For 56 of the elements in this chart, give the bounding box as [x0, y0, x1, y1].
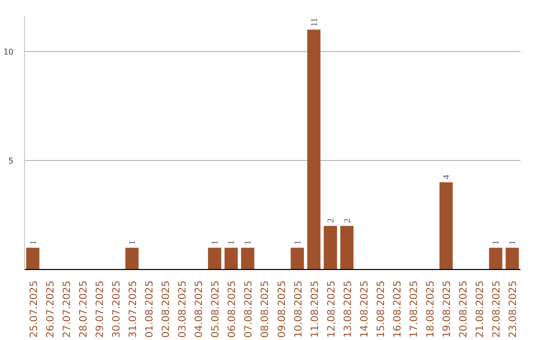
bar: [241, 248, 254, 270]
x-tick-label: 25.07.2025: [28, 280, 40, 338]
x-tick-label: 10.08.2025: [293, 280, 304, 338]
data-label: 1: [242, 240, 253, 245]
x-tick-label: 04.08.2025: [194, 280, 206, 338]
x-tick-label: 22.08.2025: [492, 280, 503, 338]
bar: [224, 248, 238, 270]
bar: [489, 248, 502, 270]
x-tick-label: 30.07.2025: [111, 280, 122, 338]
x-tick-label: 16.08.2025: [392, 280, 404, 338]
data-label: 1: [210, 240, 220, 245]
x-tick-label: 03.08.2025: [178, 280, 189, 338]
bar: [439, 182, 453, 270]
x-tick-label: 11.08.2025: [310, 280, 321, 338]
x-tick-label: 08.08.2025: [260, 280, 272, 338]
data-label: 1: [507, 240, 518, 245]
x-tick-label: 28.07.2025: [78, 280, 90, 338]
bar: [208, 248, 222, 270]
data-label: 2: [342, 218, 352, 223]
x-tick-label: 21.08.2025: [475, 280, 486, 338]
x-tick-label: 19.08.2025: [442, 280, 454, 338]
bar: [26, 248, 40, 270]
x-tick-label: 26.07.2025: [45, 280, 56, 338]
data-label: 2: [325, 218, 336, 223]
x-tick-label: 20.08.2025: [458, 280, 470, 338]
data-label: 1: [292, 240, 302, 245]
data-label: 1: [226, 240, 236, 245]
x-tick-label: 27.07.2025: [62, 280, 73, 338]
y-tick-label: 5: [8, 156, 14, 166]
data-label: 11: [308, 18, 319, 27]
x-tick-label: 18.08.2025: [426, 280, 437, 338]
x-tick-label: 17.08.2025: [409, 280, 420, 338]
x-tick-label: 02.08.2025: [161, 280, 172, 338]
x-tick-label: 01.08.2025: [144, 280, 156, 338]
x-tick-label: 12.08.2025: [326, 280, 338, 338]
data-label: 4: [441, 174, 452, 180]
x-tick-label: 06.08.2025: [227, 280, 238, 338]
bar: [506, 248, 519, 270]
bar: [307, 30, 320, 270]
x-tick-label: 13.08.2025: [342, 280, 354, 338]
x-tick-label: 05.08.2025: [210, 280, 222, 338]
y-tick-label: 10: [3, 47, 14, 56]
x-tick-label: 15.08.2025: [376, 280, 387, 338]
x-tick-label: 31.07.2025: [128, 280, 139, 338]
bar: [324, 226, 337, 270]
x-tick-label: 14.08.2025: [359, 280, 370, 338]
x-tick-label: 23.08.2025: [508, 280, 520, 338]
x-tick-label: 07.08.2025: [244, 280, 255, 338]
bar: [125, 248, 139, 270]
bar: [290, 248, 304, 270]
x-tick-label: 09.08.2025: [276, 280, 288, 338]
data-label: 1: [490, 240, 501, 245]
x-tick-label: 29.07.2025: [94, 280, 106, 338]
data-label: 1: [28, 240, 38, 245]
data-label: 1: [126, 240, 137, 245]
bar: [340, 226, 354, 270]
